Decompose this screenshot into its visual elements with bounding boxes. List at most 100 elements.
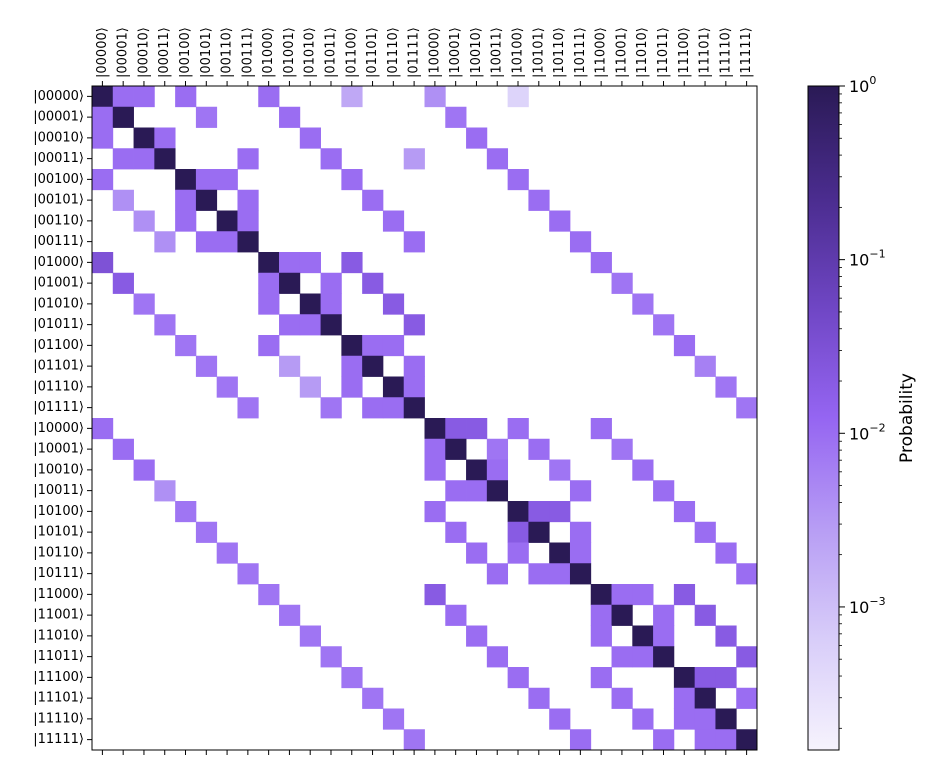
heatmap-cell	[237, 189, 259, 211]
heatmap-cell	[486, 646, 509, 668]
heatmap-cell	[237, 397, 259, 419]
heatmap-cell	[258, 335, 280, 357]
heatmap-cell	[382, 210, 405, 232]
heatmap-cell	[466, 127, 488, 149]
heatmap-cell	[341, 86, 363, 108]
heatmap-cell	[632, 584, 654, 606]
x-tick-label: |11011⟩	[656, 27, 671, 78]
heatmap-cell	[611, 687, 633, 709]
heatmap-cell	[694, 521, 716, 543]
heatmap-cell	[279, 314, 301, 336]
heatmap-cell	[341, 667, 363, 689]
heatmap-cell	[424, 501, 446, 523]
heatmap-cell	[195, 189, 218, 211]
colorbar-tick-base: 10	[849, 424, 869, 443]
heatmap-cell	[466, 625, 488, 647]
heatmap-cell	[507, 86, 529, 108]
heatmap-cell	[445, 521, 467, 543]
colorbar-tick-label: 10−2	[849, 421, 886, 443]
heatmap-cell	[237, 148, 259, 170]
y-tick-label: |11100⟩	[33, 670, 84, 685]
heatmap-cell	[694, 604, 716, 626]
y-tick-label: |10011⟩	[33, 483, 84, 498]
heatmap-cell	[466, 418, 488, 440]
heatmap-cell	[258, 293, 280, 315]
heatmap-cell	[611, 646, 633, 668]
y-tick-label: |11110⟩	[33, 711, 84, 726]
y-tick-label: |11010⟩	[33, 628, 84, 643]
heatmap-cell	[112, 148, 134, 170]
heatmap-cell	[507, 169, 529, 191]
x-tick-labels: |00000⟩ |00001⟩ |00010⟩ |00011⟩ |00100⟩ |0010…	[95, 27, 754, 755]
y-tick-labels: |00000⟩ |00001⟩ |00010⟩ |00011⟩ |00100⟩ |0010…	[33, 89, 92, 747]
heatmap-cell	[92, 106, 114, 128]
heatmap-cell	[611, 272, 633, 294]
x-tick-label: |00101⟩	[199, 27, 214, 78]
heatmap-cell	[403, 148, 425, 170]
heatmap-cell	[590, 625, 612, 647]
heatmap-cell	[653, 646, 675, 668]
heatmap-cell	[195, 231, 218, 253]
x-tick-label: |11001⟩	[614, 27, 629, 78]
heatmap-cell	[424, 418, 446, 440]
x-tick-label: |10101⟩	[531, 27, 546, 78]
heatmap-cell	[653, 729, 675, 751]
heatmap-cell	[736, 729, 758, 751]
heatmap-cell	[445, 418, 467, 440]
colorbar-tick-label: 100	[849, 74, 876, 96]
heatmap-cell	[466, 459, 488, 481]
x-tick-label: |01100⟩	[344, 27, 359, 78]
heatmap-cell	[279, 604, 301, 626]
heatmap-cell	[736, 687, 758, 709]
x-tick-label: |01111⟩	[407, 27, 422, 78]
heatmap-cell	[653, 314, 675, 336]
heatmap-cell	[632, 646, 654, 668]
heatmap-cell	[673, 667, 696, 689]
heatmap-cell	[549, 459, 571, 481]
heatmap-cell	[549, 210, 571, 232]
heatmap-cell	[216, 376, 238, 398]
heatmap-cell	[258, 86, 280, 108]
y-tick-label: |01100⟩	[33, 338, 84, 353]
heatmap-cell	[112, 272, 134, 294]
x-tick-label: |10110⟩	[552, 27, 567, 78]
y-tick-label: |01111⟩	[33, 400, 84, 415]
heatmap-cell	[299, 314, 321, 336]
heatmap-cell	[507, 521, 529, 543]
heatmap-cell	[362, 355, 384, 377]
x-tick-label: |01000⟩	[261, 27, 276, 78]
y-tick-label: |11000⟩	[33, 587, 84, 602]
colorbar: 10010−110−210−3 Probability	[807, 74, 917, 751]
heatmap-cell	[195, 169, 218, 191]
heatmap-cell	[403, 355, 425, 377]
heatmap-cell	[320, 314, 342, 336]
x-tick-label: |11111⟩	[739, 27, 754, 78]
heatmap-cell	[528, 563, 550, 585]
heatmap-cell	[362, 335, 384, 357]
heatmap-cell	[424, 459, 446, 481]
colorbar-tick-base: 10	[849, 77, 869, 96]
x-tick-label: |00011⟩	[157, 27, 172, 78]
heatmap-cell	[632, 459, 654, 481]
heatmap-cell	[590, 418, 612, 440]
heatmap-cell	[216, 542, 238, 564]
heatmap-cell	[382, 293, 405, 315]
heatmap-cell	[133, 293, 155, 315]
x-tick-label: |11101⟩	[698, 27, 713, 78]
y-tick-label: |10111⟩	[33, 566, 84, 581]
heatmap-cell	[507, 418, 529, 440]
colorbar-ticks: 10010−110−210−3	[839, 74, 886, 729]
heatmap-cell	[486, 148, 509, 170]
y-tick-label: |00101⟩	[33, 193, 84, 208]
x-tick-label: |01101⟩	[365, 27, 380, 78]
heatmap-cell	[445, 438, 467, 460]
heatmap-cell	[382, 708, 405, 730]
heatmap-cell	[528, 438, 550, 460]
heatmap-cell	[466, 542, 488, 564]
heatmap-cell	[569, 480, 592, 502]
plot-frame	[91, 85, 758, 751]
heatmap-cell	[736, 397, 758, 419]
heatmap-cell	[673, 501, 696, 523]
heatmap-cell	[362, 272, 384, 294]
